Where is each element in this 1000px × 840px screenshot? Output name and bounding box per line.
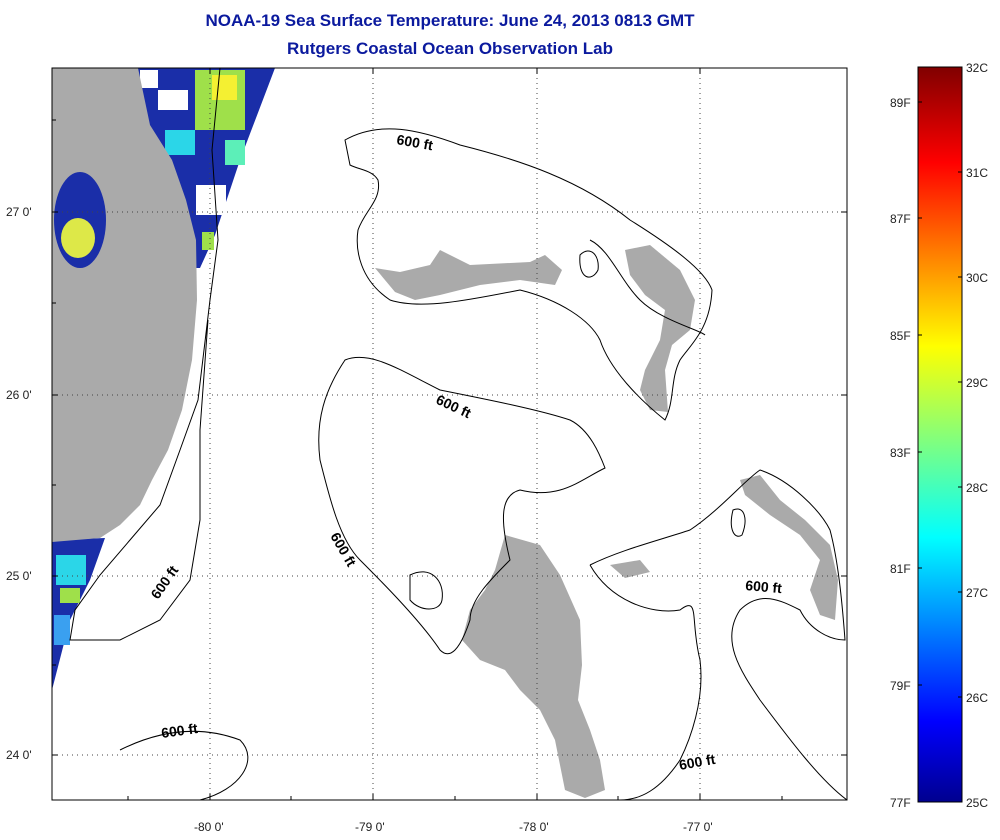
colorbar-celsius-label: 32C (966, 61, 988, 75)
lat-tick-label: 24 0' (6, 748, 32, 762)
colorbar-celsius-label: 31C (966, 166, 988, 180)
colorbar-celsius-label: 26C (966, 691, 988, 705)
lon-tick-label: -80 0' (194, 820, 224, 834)
contour-label: 600 ft (147, 562, 181, 601)
contour-labels: 600 ft 600 ft 600 ft 600 ft 600 ft 600 f… (147, 131, 783, 773)
eleuthera-land (740, 475, 838, 620)
colorbar-celsius-label: 29C (966, 376, 988, 390)
colorbar (917, 66, 963, 803)
colorbar-celsius-label: 25C (966, 796, 988, 810)
colorbar-fahrenheit-label: 81F (890, 562, 911, 576)
lon-tick-label: -79 0' (355, 820, 385, 834)
map-subtitle: Rutgers Coastal Ocean Observation Lab (287, 39, 613, 58)
lat-tick-label: 27 0' (6, 205, 32, 219)
andros-land (462, 535, 605, 798)
map-frame (51, 67, 848, 801)
lon-tick-label: -78 0' (519, 820, 549, 834)
lat-tick-label: 26 0' (6, 388, 32, 402)
grand-bahama-land (375, 250, 562, 300)
colorbar-fahrenheit-label: 87F (890, 212, 911, 226)
colorbar-celsius-label: 28C (966, 481, 988, 495)
map-title: NOAA-19 Sea Surface Temperature: June 24… (205, 11, 695, 30)
new-providence-land (610, 560, 650, 578)
colorbar-fahrenheit-label: 79F (890, 679, 911, 693)
contour-label: 600 ft (160, 720, 199, 741)
map-grid (52, 68, 847, 800)
colorbar-fahrenheit-label: 89F (890, 96, 911, 110)
colorbar-celsius-label: 27C (966, 586, 988, 600)
colorbar-ticks (918, 101, 962, 698)
lon-ticks (127, 68, 783, 800)
colorbar-fahrenheit-label: 77F (890, 796, 911, 810)
lat-ticks (52, 119, 847, 756)
contour-label: 600 ft (327, 530, 359, 570)
depth-contours-600ft (69, 68, 847, 800)
contour-label: 600 ft (745, 577, 783, 596)
colorbar-fahrenheit-label: 83F (890, 446, 911, 460)
lake-okeechobee (54, 172, 106, 268)
colorbar-fahrenheit-label: 85F (890, 329, 911, 343)
lon-tick-label: -77 0' (683, 820, 713, 834)
sst-swath-south (52, 538, 105, 690)
lat-tick-label: 25 0' (6, 569, 32, 583)
contour-label: 600 ft (678, 751, 717, 773)
colorbar-celsius-label: 30C (966, 271, 988, 285)
abaco-land (625, 245, 695, 412)
contour-label: 600 ft (395, 131, 434, 153)
